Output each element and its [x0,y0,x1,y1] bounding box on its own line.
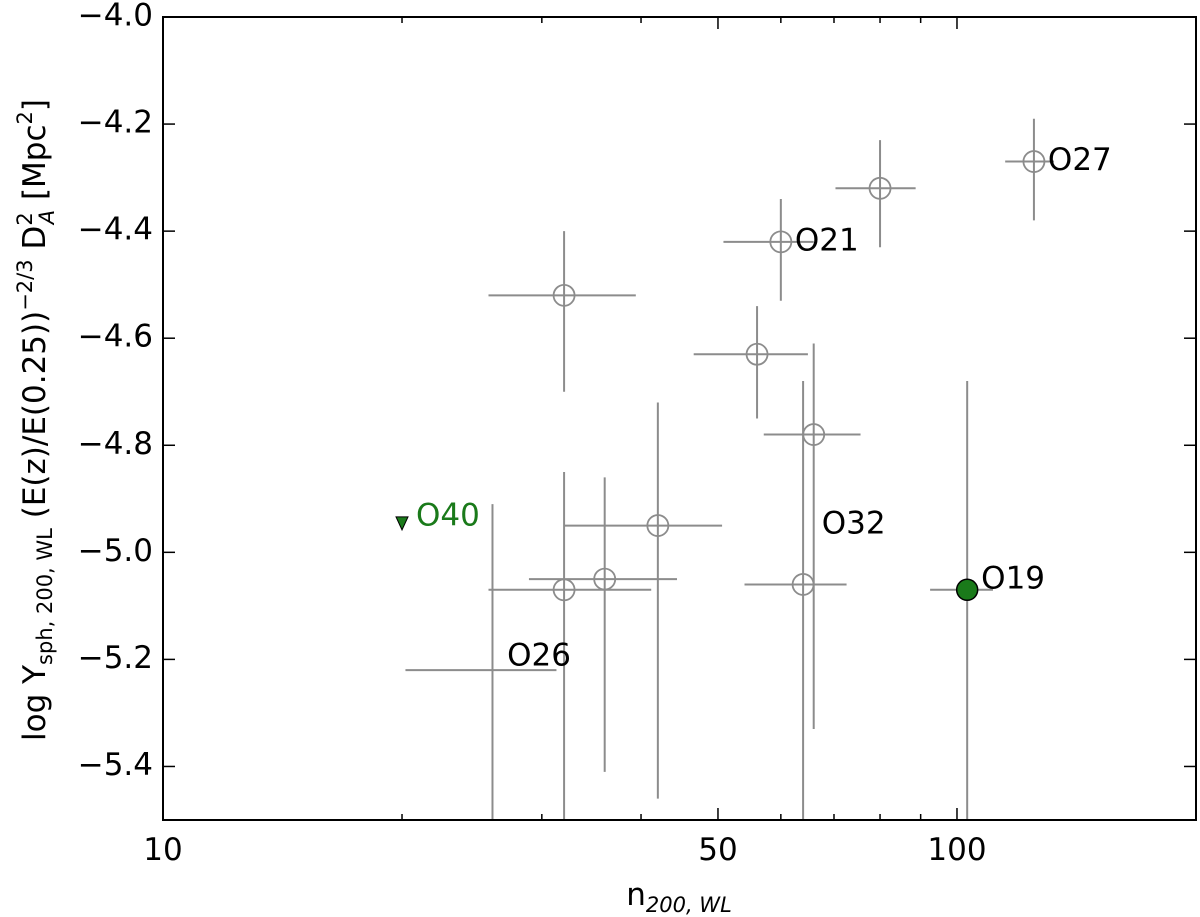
open-marker [552,283,576,307]
data-point-10 [405,504,557,820]
y-tick-label: −5.4 [78,747,153,783]
x-tick-label: 10 [143,832,182,868]
y-tick-label: −4.2 [78,105,153,141]
axis-ticks: 10 50 100 −4.0 −4.2 −4.4 −4.6 −4.8 −5.0 −5.2 −5.4 [78,0,1197,868]
y-tick-label: −4.0 [78,0,153,34]
annotation-o19: O19 [981,560,1045,596]
plot-marks: O21 O27 O32 O26 O19 O40 [395,118,1112,820]
annotation-o32: O32 [822,505,886,541]
annotation-o40: O40 [416,497,480,533]
data-point-2 [835,140,916,248]
open-marker [745,342,769,366]
data-point-7 [528,477,678,772]
open-marker [769,230,793,254]
upper-limit-marker [395,516,409,532]
y-tick-label: −4.6 [78,319,153,355]
data-point-3 [1005,118,1055,221]
data-point-9 [744,381,847,820]
data-point-4 [693,306,808,419]
y-tick-label: −5.0 [78,533,153,569]
x-tick-label: 50 [698,832,737,868]
x-axis-label: n200, WL [626,877,732,917]
open-marker [1022,150,1046,173]
y-axis-label: log Ysph, 200, WL (E(z)/E(0.25))−2/3 D2A… [13,99,59,741]
annotation-o26: O26 [507,638,571,674]
data-point-11 [930,381,993,820]
open-marker [868,176,892,200]
open-marker [552,578,576,602]
y-tick-label: −4.4 [78,212,153,248]
filled-marker [955,578,979,602]
open-marker [791,573,815,596]
y-tick-label: −4.8 [78,426,153,462]
annotation-o27: O27 [1048,142,1112,178]
data-point-12 [395,516,409,532]
data-point-1 [723,199,814,301]
x-tick-label: 100 [927,832,986,868]
axes-frame [162,16,1197,821]
annotation-o21: O21 [795,222,859,258]
data-point-0 [488,231,636,392]
data-point-8 [488,472,652,820]
data-point-6 [564,402,723,799]
open-marker [646,514,670,537]
y-tick-label: −5.2 [78,640,153,676]
